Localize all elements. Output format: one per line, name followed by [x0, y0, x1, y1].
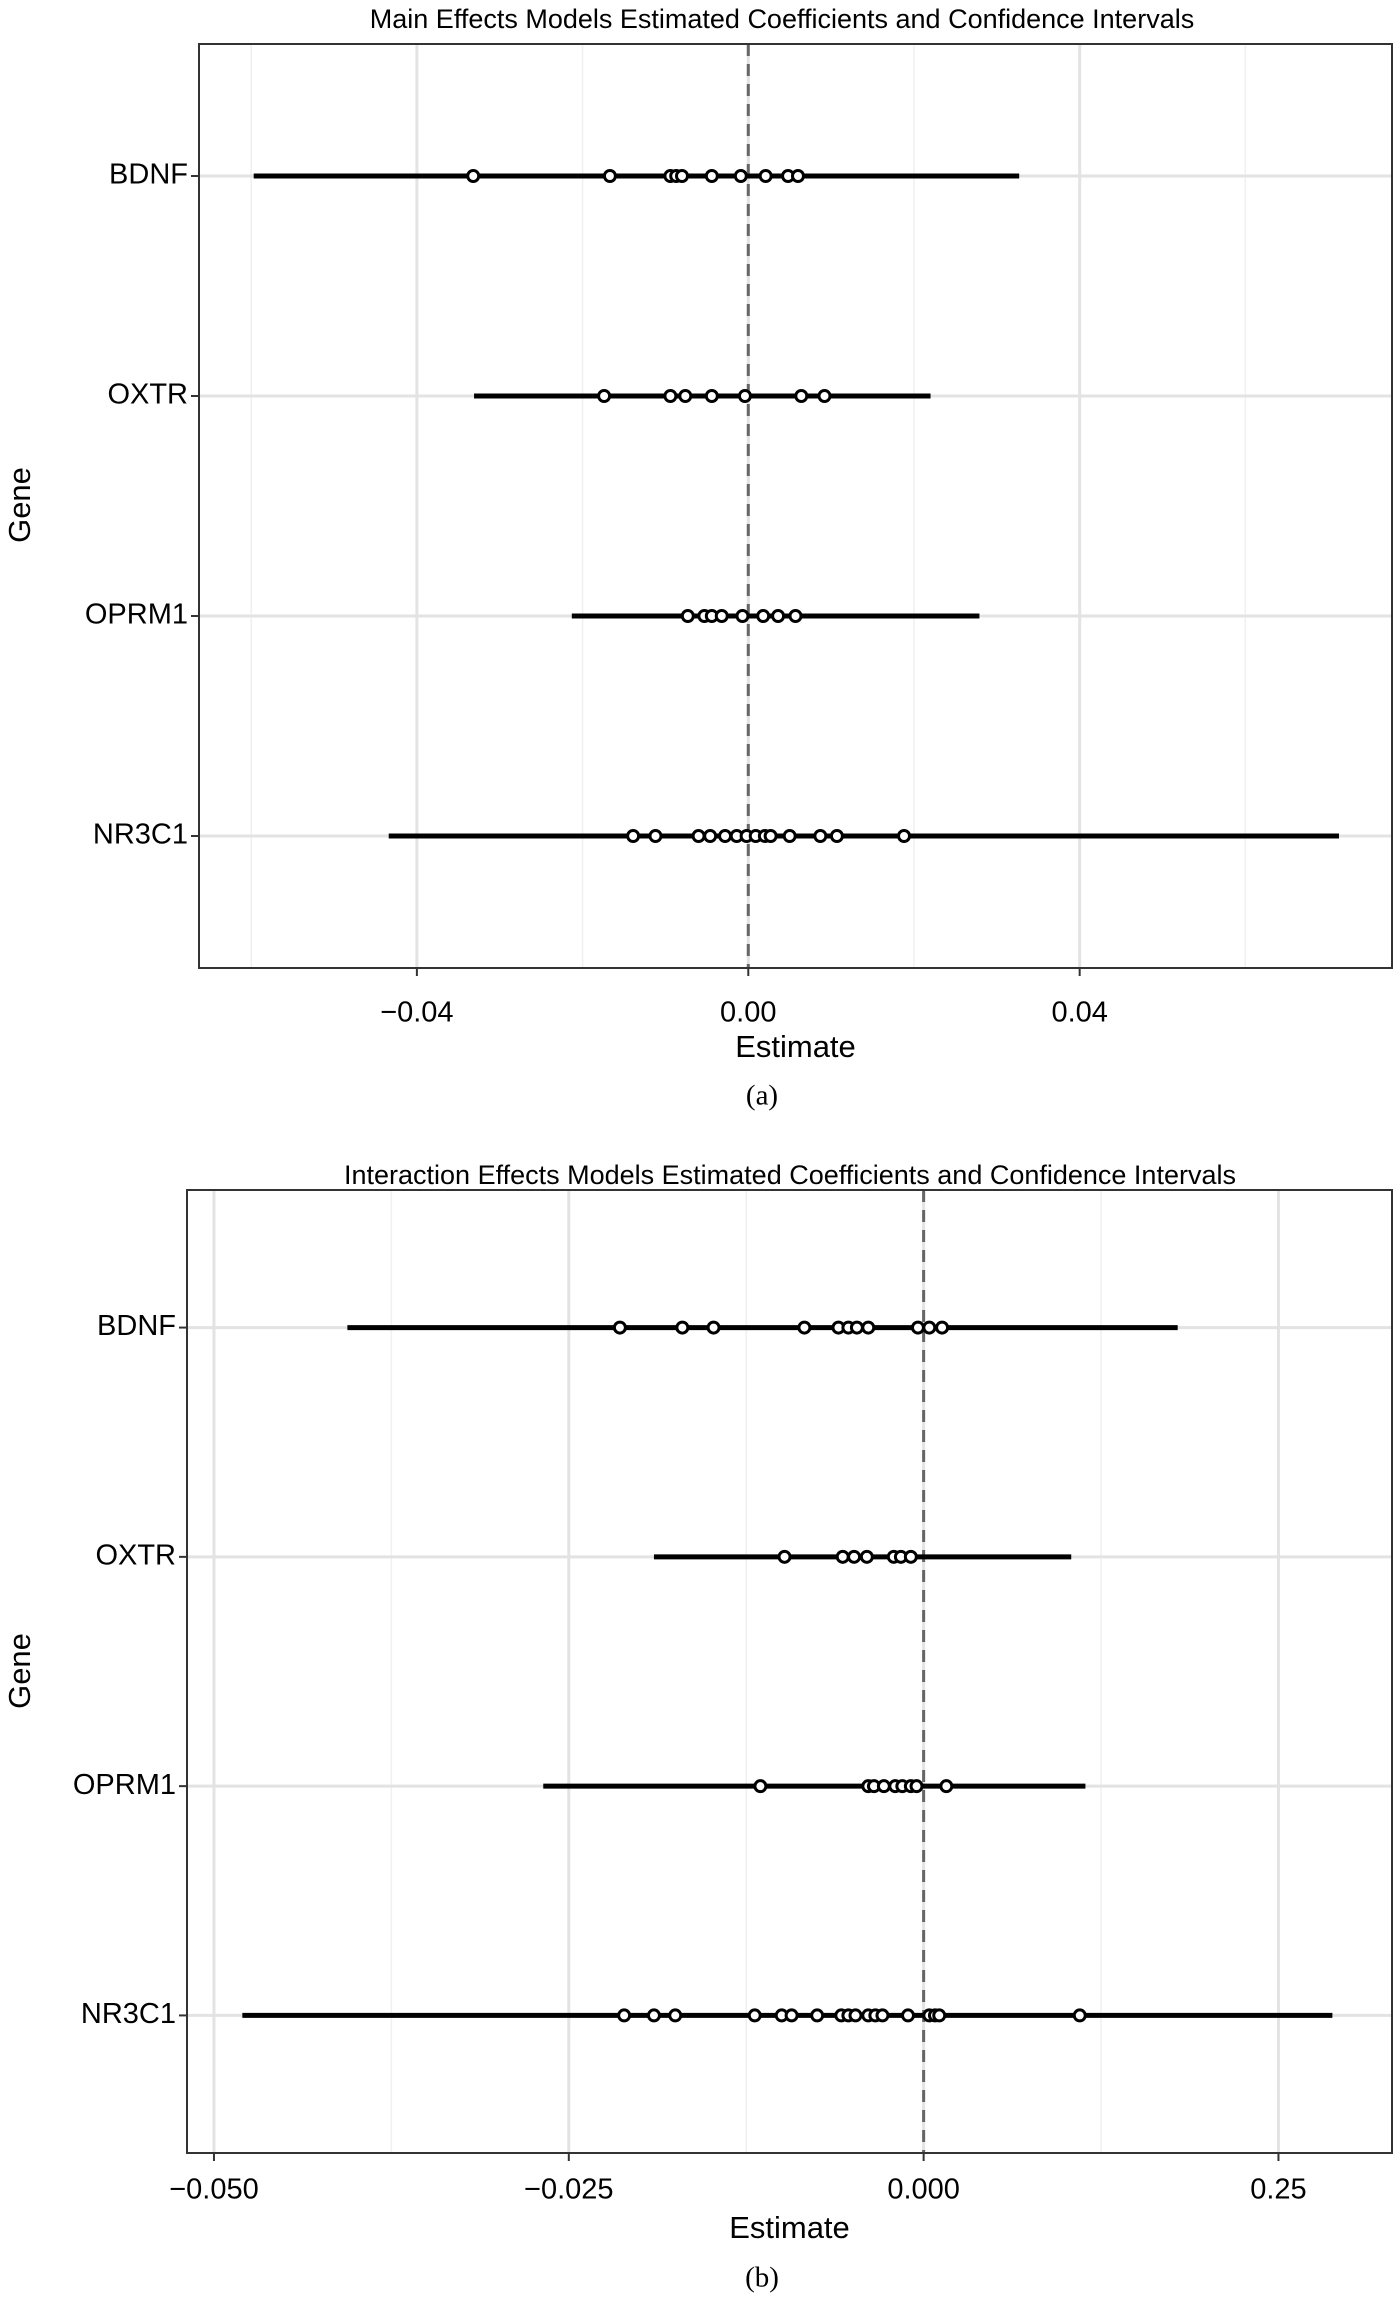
estimate-point: [626, 829, 641, 843]
x-axis-label: Estimate: [735, 1029, 856, 1064]
x-tick-label: 0.25: [1250, 2174, 1306, 2206]
estimate-point: [1072, 2008, 1087, 2023]
x-tick-label: 0.00: [720, 997, 776, 1029]
estimate-point: [861, 1320, 876, 1335]
estimate-point: [782, 829, 797, 843]
estimate-point: [758, 169, 773, 183]
estimate-point: [612, 1320, 627, 1335]
estimate-point: [790, 169, 805, 183]
estimate-point: [777, 1549, 792, 1564]
panel-background: [187, 1190, 1392, 2153]
estimate-point: [897, 829, 912, 843]
chart-title: Interaction Effects Models Estimated Coe…: [344, 1160, 1236, 1190]
estimate-point: [704, 169, 719, 183]
estimate-point: [847, 1549, 862, 1564]
estimate-point: [617, 2008, 632, 2023]
estimate-point: [703, 829, 718, 843]
estimate-point: [922, 1320, 937, 1335]
chart-title: Main Effects Models Estimated Coefficien…: [370, 4, 1194, 34]
y-tick-label: OPRM1: [73, 1769, 176, 1801]
estimate-point: [756, 609, 771, 623]
estimate-point: [704, 389, 719, 403]
panel-border: [198, 43, 1393, 969]
estimate-point: [848, 2008, 863, 2023]
estimate-point: [602, 169, 617, 183]
estimate-point: [597, 389, 612, 403]
estimate-point: [675, 1320, 690, 1335]
estimate-point: [680, 609, 695, 623]
estimate-point: [797, 1320, 812, 1335]
estimate-point: [718, 829, 733, 843]
estimate-point: [875, 2008, 890, 2023]
estimate-point: [903, 1549, 918, 1564]
panel-border: [186, 1189, 1393, 2154]
estimate-point: [714, 609, 729, 623]
x-tick-label: −0.04: [380, 997, 453, 1029]
estimate-point: [691, 829, 706, 843]
estimate-point: [763, 829, 778, 843]
y-tick-label: OPRM1: [85, 599, 188, 631]
estimate-point: [901, 2008, 916, 2023]
estimate-point: [735, 609, 750, 623]
estimate-point: [737, 389, 752, 403]
panel-background: [199, 44, 1392, 968]
estimate-point: [813, 829, 828, 843]
estimate-point: [706, 1320, 721, 1335]
caption: (b): [745, 2262, 779, 2294]
estimate-point: [910, 1320, 925, 1335]
estimate-point: [939, 1779, 954, 1794]
y-axis-label: Gene: [2, 1633, 37, 1709]
y-tick-label: BDNF: [97, 1310, 176, 1342]
y-tick-label: NR3C1: [81, 1998, 176, 2030]
estimate-point: [733, 169, 748, 183]
estimate-point: [859, 1549, 874, 1564]
x-tick-label: −0.050: [169, 2174, 259, 2206]
estimate-point: [784, 2008, 799, 2023]
estimate-point: [835, 1549, 850, 1564]
caption: (a): [746, 1080, 778, 1112]
estimate-point: [794, 389, 809, 403]
estimate-point: [849, 1320, 864, 1335]
y-axis-label: Gene: [2, 467, 37, 543]
x-tick-label: 0.000: [887, 2174, 960, 2206]
estimate-point: [817, 389, 832, 403]
estimate-point: [648, 829, 663, 843]
x-tick-label: −0.025: [524, 2174, 614, 2206]
y-tick-label: BDNF: [109, 159, 188, 191]
estimate-point: [747, 2008, 762, 2023]
estimate-point: [788, 609, 803, 623]
estimate-point: [674, 169, 689, 183]
estimate-point: [678, 389, 693, 403]
estimate-point: [771, 609, 786, 623]
estimate-point: [909, 1779, 924, 1794]
x-tick-label: 0.04: [1051, 997, 1107, 1029]
estimate-point: [753, 1779, 768, 1794]
y-tick-label: OXTR: [95, 1540, 176, 1572]
estimate-point: [646, 2008, 661, 2023]
estimate-point: [668, 2008, 683, 2023]
estimate-point: [810, 2008, 825, 2023]
estimate-point: [466, 169, 481, 183]
estimate-point: [829, 829, 844, 843]
y-tick-label: OXTR: [107, 379, 188, 411]
x-axis-label: Estimate: [729, 2210, 850, 2245]
estimate-point: [932, 2008, 947, 2023]
y-tick-label: NR3C1: [93, 819, 188, 851]
estimate-point: [935, 1320, 950, 1335]
estimate-point: [663, 389, 678, 403]
estimate-point: [876, 1779, 891, 1794]
